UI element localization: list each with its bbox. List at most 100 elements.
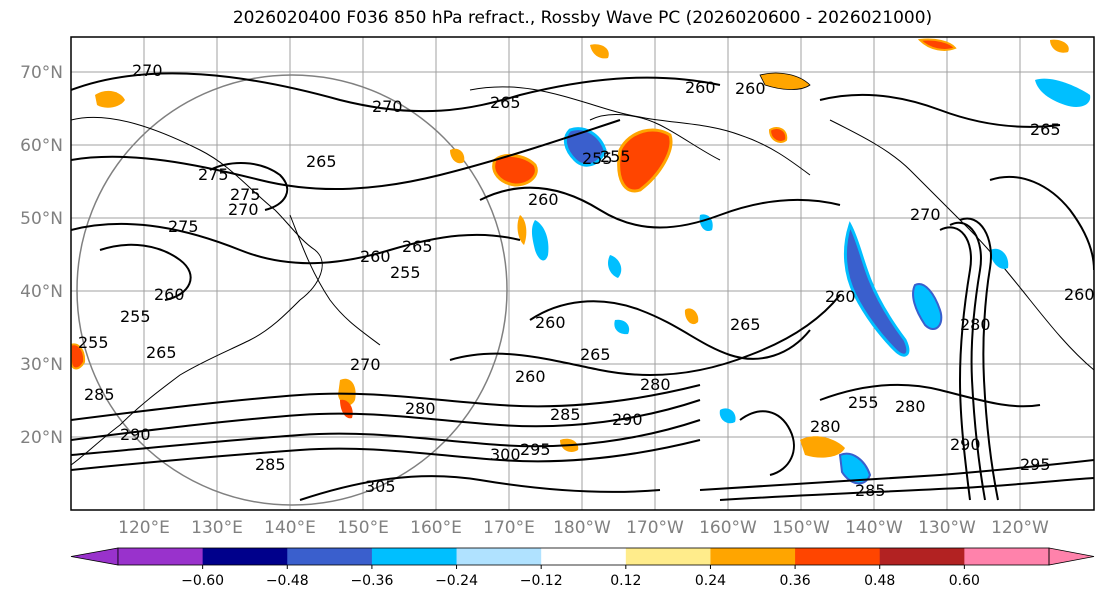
contour-label: 265	[402, 237, 433, 256]
contour-label: 260	[154, 285, 185, 304]
lon-label: 150°E	[337, 518, 389, 538]
contour-label: 305	[365, 477, 396, 496]
colorbar-segment	[964, 548, 1050, 565]
colorbar-tick-label: −0.12	[520, 573, 563, 589]
contour-label: 265	[146, 343, 177, 362]
lat-label: 30°N	[20, 355, 63, 375]
colorbar-segment	[202, 548, 288, 565]
anomaly-fill	[71, 38, 1091, 485]
contour-label: 270	[372, 97, 403, 116]
contour-label: 275	[168, 217, 199, 236]
contour-label: 255	[78, 333, 109, 352]
lon-label: 130°E	[191, 518, 243, 538]
colorbar-segment	[625, 548, 711, 565]
colorbar-tick-label: −0.48	[266, 573, 309, 589]
colorbar-over-triangle	[1048, 547, 1095, 566]
contour-label: 295	[520, 440, 551, 459]
contour-label: 270	[350, 355, 381, 374]
contour-label: 300	[490, 445, 521, 464]
longitude-labels: 120°E 130°E 140°E 150°E 160°E 170°E 180°…	[118, 518, 1049, 538]
contour-label: 260	[735, 79, 766, 98]
colorbar-segment	[541, 548, 627, 565]
contour-label: 260	[515, 367, 546, 386]
contour-label: 285	[84, 385, 115, 404]
graticule	[71, 37, 1094, 510]
colorbar-tick-label: 0.36	[780, 573, 811, 589]
contour-label: 260	[528, 190, 559, 209]
contour-label: 290	[120, 425, 151, 444]
colorbar-segment	[795, 548, 881, 565]
colorbar-outline	[117, 547, 1050, 566]
contour-label: 285	[550, 405, 581, 424]
reference-circle	[76, 74, 508, 506]
colorbar-segment	[879, 548, 965, 565]
contour-label: 265	[580, 345, 611, 364]
lon-label: 170°E	[483, 518, 535, 538]
contour-label: 260	[535, 313, 566, 332]
colorbar-segment	[371, 548, 458, 565]
contour-label: 275	[198, 165, 229, 184]
contours	[71, 72, 1094, 501]
contour-label: 265	[730, 315, 761, 334]
colorbar-tick-label: −0.36	[350, 573, 393, 589]
lon-label: 150°W	[772, 518, 830, 538]
lon-label: 170°W	[626, 518, 684, 538]
colorbar-segment	[456, 548, 542, 565]
map-frame	[70, 36, 1095, 511]
contour-label: 255	[848, 393, 879, 412]
lon-label: 120°W	[991, 518, 1049, 538]
lon-label: 180°W	[553, 518, 611, 538]
contour-label: 280	[810, 417, 841, 436]
contour-label: 255	[582, 149, 613, 168]
contour-label: 255	[600, 147, 631, 166]
contour-label: 280	[640, 375, 671, 394]
colorbar-tick-label: −0.24	[435, 573, 478, 589]
colorbar-tick-label: 0.24	[695, 573, 726, 589]
contour-label: 255	[120, 307, 151, 326]
contour-label: 275	[230, 185, 261, 204]
lat-label: 60°N	[20, 136, 63, 156]
contour-labels: 270 265 260 270 265 275 270 275 260 265 …	[78, 61, 1095, 500]
contour-label: 270	[910, 205, 941, 224]
colorbar-tick-label: 0.60	[949, 573, 980, 589]
contour-label: 260	[685, 78, 716, 97]
colorbar-segment	[118, 548, 204, 565]
colorbar-tick-label: −0.60	[181, 573, 224, 589]
contour-label: 285	[255, 455, 286, 474]
lon-label: 130°W	[918, 518, 976, 538]
contour-label: 295	[1020, 455, 1051, 474]
map-title: 2026020400 F036 850 hPa refract., Rossby…	[232, 8, 933, 28]
contour-label: 290	[950, 435, 981, 454]
latitude-labels: 70°N 60°N 50°N 40°N 30°N 20°N	[20, 63, 63, 448]
contour-label: 265	[306, 152, 337, 171]
contour-label: 290	[612, 410, 643, 429]
colorbar: −0.60 −0.48 −0.36 −0.24 −0.12 0.12 0.24 0.36 0.4…	[70, 547, 1095, 589]
colorbar-segment	[710, 548, 796, 565]
contour-label: 280	[895, 397, 926, 416]
lon-label: 120°E	[118, 518, 170, 538]
lon-label: 160°W	[699, 518, 757, 538]
map-layers: 270 265 260 270 265 275 270 275 260 265 …	[71, 37, 1095, 510]
colorbar-tick-label: 0.48	[864, 573, 895, 589]
lon-label: 160°E	[410, 518, 462, 538]
contour-label: 265	[1030, 120, 1061, 139]
contour-label: 270	[228, 200, 259, 219]
lon-label: 140°E	[264, 518, 316, 538]
colorbar-tick-label: 0.12	[610, 573, 641, 589]
contour-label: 280	[960, 315, 991, 334]
coastlines	[71, 86, 1094, 466]
lat-label: 40°N	[20, 282, 63, 302]
lat-label: 50°N	[20, 209, 63, 229]
colorbar-segment	[287, 548, 373, 565]
lat-label: 70°N	[20, 63, 63, 83]
contour-label: 270	[132, 61, 163, 80]
contour-label: 260	[360, 247, 391, 266]
contour-label: 260	[825, 287, 856, 306]
contour-label: 260	[1064, 285, 1095, 304]
contour-label: 255	[390, 263, 421, 282]
contour-label: 285	[855, 481, 886, 500]
contour-label: 265	[490, 93, 521, 112]
contour-label: 280	[405, 399, 436, 418]
